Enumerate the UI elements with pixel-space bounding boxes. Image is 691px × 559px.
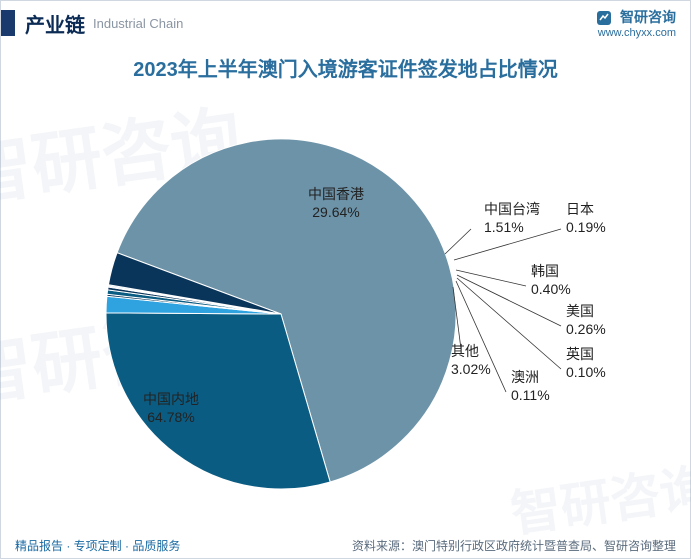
slice-value: 3.02%: [451, 361, 491, 377]
slice-label: 中国台湾: [484, 201, 540, 217]
slice-label: 英国: [566, 346, 594, 362]
slice-value: 1.51%: [484, 219, 524, 235]
slice-label: 美国: [566, 303, 594, 319]
slice-label: 中国内地: [143, 391, 199, 407]
brand-logo-icon: [596, 10, 612, 26]
slice-value: 0.26%: [566, 321, 606, 337]
footer: 精品报告 · 专项定制 · 品质服务 资料来源：澳门特别行政区政府统计暨普查局、…: [15, 537, 676, 554]
source-text: 资料来源：澳门特别行政区政府统计暨普查局、智研咨询整理: [352, 537, 676, 554]
pie-svg: 中国内地 64.78% 中国香港 29.64% 中国台湾 1.51% 日本 0.19% 韩国 0.…: [1, 59, 691, 519]
header-title-en: Industrial Chain: [93, 16, 183, 31]
slice-label: 澳洲: [511, 369, 539, 385]
slice-label: 中国香港: [308, 186, 364, 202]
slice-value: 0.19%: [566, 219, 606, 235]
footer-left: 精品报告 · 专项定制 · 品质服务: [15, 537, 180, 554]
leader-line: [445, 229, 471, 254]
brand-url: www.chyxx.com: [596, 27, 676, 39]
pie-area: 中国内地 64.78% 中国香港 29.64% 中国台湾 1.51% 日本 0.19% 韩国 0.…: [1, 59, 690, 509]
brand-name: 智研咨询: [620, 9, 676, 25]
slice-value: 64.78%: [147, 409, 194, 425]
header-title-cn: 产业链: [25, 9, 85, 38]
leader-line: [456, 270, 526, 286]
header: 产业链 Industrial Chain 智研咨询 www.chyxx.com: [1, 1, 690, 41]
header-left: 产业链 Industrial Chain: [1, 9, 183, 38]
slice-value: 0.11%: [511, 387, 550, 403]
slice-label: 韩国: [531, 263, 559, 279]
slice-label: 其他: [451, 343, 479, 359]
slice-value: 0.40%: [531, 281, 571, 297]
brand-row: 智研咨询: [596, 7, 676, 27]
brand: 智研咨询 www.chyxx.com: [596, 7, 676, 39]
chart-container: 智研咨询 智研咨询 智研咨询 产业链 Industrial Chain 智研咨询…: [0, 0, 691, 559]
slice-value: 0.10%: [566, 364, 606, 380]
header-marker: [1, 10, 15, 36]
slice-value: 29.64%: [312, 204, 359, 220]
slice-label: 日本: [566, 201, 594, 217]
